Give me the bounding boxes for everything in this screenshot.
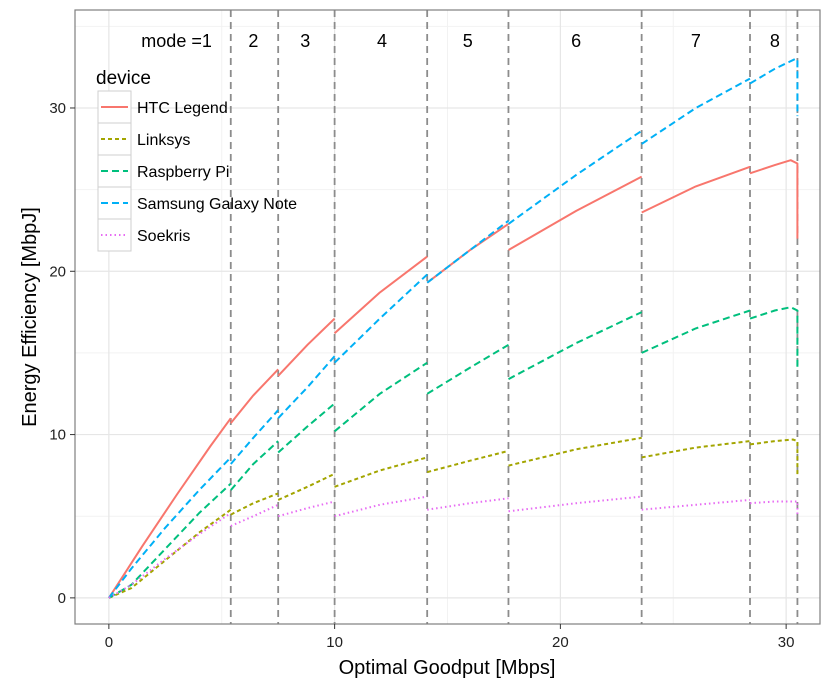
mode-label: 6 bbox=[571, 31, 581, 51]
y-tick-label: 10 bbox=[49, 427, 66, 444]
x-tick-label: 20 bbox=[552, 634, 569, 651]
series-line-segment bbox=[230, 368, 279, 424]
series-line-segment bbox=[230, 409, 279, 465]
mode-boundaries bbox=[229, 10, 799, 624]
mode-label: 2 bbox=[248, 31, 258, 51]
series-soekris bbox=[108, 495, 799, 599]
series-line-segment bbox=[277, 317, 336, 377]
series-line-segment bbox=[108, 456, 232, 599]
grid bbox=[75, 10, 820, 624]
series-line-segment bbox=[749, 500, 799, 517]
mode-label: 7 bbox=[691, 31, 701, 51]
legend-label: HTC Legend bbox=[137, 100, 228, 117]
y-tick-label: 30 bbox=[49, 100, 66, 117]
series-line-segment bbox=[108, 482, 232, 599]
series-raspberry-pi bbox=[108, 306, 799, 599]
series-line-segment bbox=[749, 306, 799, 370]
series-line-segment bbox=[749, 159, 799, 239]
series-line-segment bbox=[507, 129, 643, 225]
series-line-segment bbox=[334, 456, 428, 488]
series-line-segment bbox=[508, 436, 642, 467]
series-line-segment bbox=[277, 500, 335, 518]
legend: device HTC Legend Linksys Raspberry Pi Samsu… bbox=[96, 68, 297, 252]
y-tick-label: 0 bbox=[58, 590, 66, 607]
series-line-segment bbox=[108, 508, 232, 599]
mode-labels: mode =1 2 3 4 5 6 7 8 bbox=[141, 31, 780, 51]
series-line-segment bbox=[230, 440, 279, 491]
legend-label: Samsung Galaxy Note bbox=[137, 196, 297, 213]
mode-label: 4 bbox=[377, 31, 387, 51]
x-axis-label: Optimal Goodput [Mbps] bbox=[339, 657, 556, 679]
series-line-segment bbox=[333, 361, 428, 433]
mode-label: mode =1 bbox=[141, 31, 212, 51]
series-line-segment bbox=[426, 449, 509, 474]
legend-label: Raspberry Pi bbox=[137, 164, 229, 181]
series-line-segment bbox=[277, 402, 336, 454]
series-line-segment bbox=[427, 497, 509, 511]
series-line-segment bbox=[641, 165, 751, 214]
mode-label: 3 bbox=[300, 31, 310, 51]
series-line-segment bbox=[749, 58, 799, 117]
series-htc-legend bbox=[108, 159, 799, 599]
series-line-segment bbox=[333, 255, 428, 335]
series-line-segment bbox=[508, 311, 643, 380]
mode-label: 8 bbox=[770, 31, 780, 51]
series-samsung-galaxy-note bbox=[108, 58, 799, 599]
legend-label: Soekris bbox=[137, 228, 190, 245]
x-tick-label: 10 bbox=[326, 634, 343, 651]
series-line-segment bbox=[426, 219, 510, 284]
series-line-segment bbox=[641, 498, 751, 511]
series-linksys bbox=[108, 436, 799, 599]
y-tick-label: 20 bbox=[49, 263, 66, 280]
series-line-segment bbox=[507, 175, 643, 251]
series-line-segment bbox=[277, 355, 336, 419]
series-line-segment bbox=[426, 343, 510, 395]
plot-border bbox=[74, 9, 821, 625]
series-line-segment bbox=[749, 438, 799, 476]
series-lines bbox=[108, 58, 799, 599]
mode-label: 5 bbox=[463, 31, 473, 51]
series-line-segment bbox=[108, 512, 232, 599]
series-line-segment bbox=[230, 492, 279, 516]
series-line-segment bbox=[108, 417, 232, 599]
series-line-segment bbox=[641, 440, 751, 459]
legend-title: device bbox=[96, 68, 151, 89]
legend-label: Linksys bbox=[137, 132, 190, 149]
axes: 0 10 20 30 0 10 20 30 bbox=[49, 100, 794, 651]
series-line-segment bbox=[277, 472, 336, 501]
x-tick-label: 30 bbox=[778, 634, 795, 651]
series-line-segment bbox=[508, 495, 642, 513]
y-axis-label: Energy Efficiency [MbpJ] bbox=[19, 207, 41, 427]
x-tick-label: 0 bbox=[105, 634, 113, 651]
series-line-segment bbox=[641, 309, 751, 354]
